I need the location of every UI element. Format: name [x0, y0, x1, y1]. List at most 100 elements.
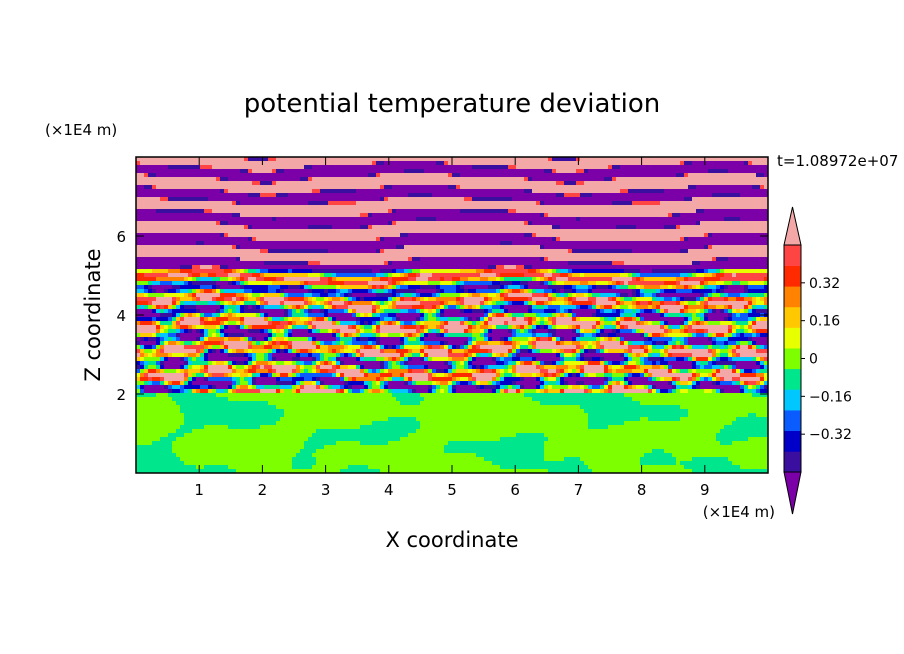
heatmap-cell — [312, 177, 317, 182]
heatmap-cell — [488, 261, 493, 266]
heatmap-cell — [452, 165, 457, 170]
heatmap-cell — [256, 245, 261, 250]
heatmap-cell — [164, 269, 169, 274]
heatmap-cell — [188, 197, 193, 202]
heatmap-cell — [544, 205, 549, 210]
heatmap-cell — [384, 169, 389, 174]
heatmap-cell — [184, 225, 189, 230]
heatmap-cell — [188, 261, 193, 266]
heatmap-cell — [584, 161, 589, 166]
heatmap-cell — [556, 201, 561, 206]
heatmap-cell — [176, 233, 181, 238]
heatmap-cell — [640, 257, 645, 262]
heatmap-cell — [168, 229, 173, 234]
heatmap-cell — [280, 245, 285, 250]
heatmap-cell — [364, 225, 369, 230]
heatmap-cell — [432, 205, 437, 210]
heatmap-cell — [140, 237, 145, 242]
heatmap-cell — [544, 201, 549, 206]
heatmap-cell — [408, 225, 413, 230]
heatmap-cell — [740, 261, 745, 266]
heatmap-cell — [280, 177, 285, 182]
heatmap-cell — [204, 213, 209, 218]
heatmap-cell — [572, 181, 577, 186]
heatmap-cell — [536, 173, 541, 178]
heatmap-cell — [280, 249, 285, 254]
heatmap-cell — [756, 277, 761, 282]
heatmap-cell — [268, 201, 273, 206]
heatmap-cell — [140, 261, 145, 266]
heatmap-cell — [176, 157, 181, 162]
heatmap-cell — [140, 181, 145, 186]
heatmap-cell — [272, 273, 277, 278]
heatmap-cell — [456, 173, 461, 178]
heatmap-cell — [700, 257, 705, 262]
heatmap-cell — [252, 177, 257, 182]
heatmap-cell — [488, 181, 493, 186]
heatmap-cell — [348, 169, 353, 174]
heatmap-cell — [236, 189, 241, 194]
heatmap-cell — [412, 185, 417, 190]
heatmap-cell — [272, 157, 277, 162]
heatmap-cell — [208, 257, 213, 262]
heatmap-cell — [156, 177, 161, 182]
heatmap-cell — [328, 217, 333, 222]
heatmap-cell — [388, 277, 393, 282]
heatmap-cell — [284, 245, 289, 250]
heatmap-cell — [336, 265, 341, 270]
heatmap-cell — [584, 185, 589, 190]
heatmap-cell — [432, 277, 437, 282]
heatmap-cell — [536, 253, 541, 258]
heatmap-cell — [436, 209, 441, 214]
heatmap-cell — [244, 253, 249, 258]
heatmap-cell — [512, 173, 517, 178]
heatmap-cell — [436, 257, 441, 262]
heatmap-cell — [316, 209, 321, 214]
heatmap-cell — [168, 205, 173, 210]
heatmap-cell — [408, 245, 413, 250]
heatmap-cell — [364, 253, 369, 258]
heatmap-cell — [420, 209, 425, 214]
heatmap-cell — [352, 185, 357, 190]
heatmap-cell — [268, 209, 273, 214]
heatmap-cell — [568, 241, 573, 246]
heatmap-cell — [724, 253, 729, 258]
heatmap-cell — [164, 225, 169, 230]
heatmap-cell — [140, 249, 145, 254]
heatmap-cell — [236, 177, 241, 182]
heatmap-cell — [548, 173, 553, 178]
heatmap-cell — [516, 217, 521, 222]
heatmap-cell — [388, 197, 393, 202]
heatmap-cell — [492, 229, 497, 234]
heatmap-cell — [608, 245, 613, 250]
heatmap-cell — [308, 265, 313, 270]
heatmap-cell — [376, 273, 381, 278]
heatmap-cell — [192, 249, 197, 254]
heatmap-cell — [492, 249, 497, 254]
heatmap-cell — [616, 277, 621, 282]
heatmap-cell — [712, 241, 717, 246]
heatmap-cell — [196, 265, 201, 270]
heatmap-cell — [544, 269, 549, 274]
heatmap-cell — [708, 193, 713, 198]
heatmap-cell — [384, 173, 389, 178]
heatmap-cell — [748, 197, 753, 202]
heatmap-cell — [528, 253, 533, 258]
heatmap-cell — [440, 165, 445, 170]
heatmap-cell — [224, 273, 229, 278]
heatmap-cell — [728, 201, 733, 206]
heatmap-cell — [428, 265, 433, 270]
heatmap-cell — [180, 217, 185, 222]
heatmap-cell — [212, 185, 217, 190]
heatmap-cell — [624, 157, 629, 162]
heatmap-cell — [552, 261, 557, 266]
heatmap-cell — [268, 161, 273, 166]
heatmap-cell — [292, 249, 297, 254]
heatmap-cell — [152, 173, 157, 178]
heatmap-cell — [288, 209, 293, 214]
heatmap-cell — [404, 233, 409, 238]
heatmap-cell — [256, 253, 261, 258]
heatmap-cell — [188, 165, 193, 170]
heatmap-cell — [472, 173, 477, 178]
heatmap-cell — [376, 245, 381, 250]
